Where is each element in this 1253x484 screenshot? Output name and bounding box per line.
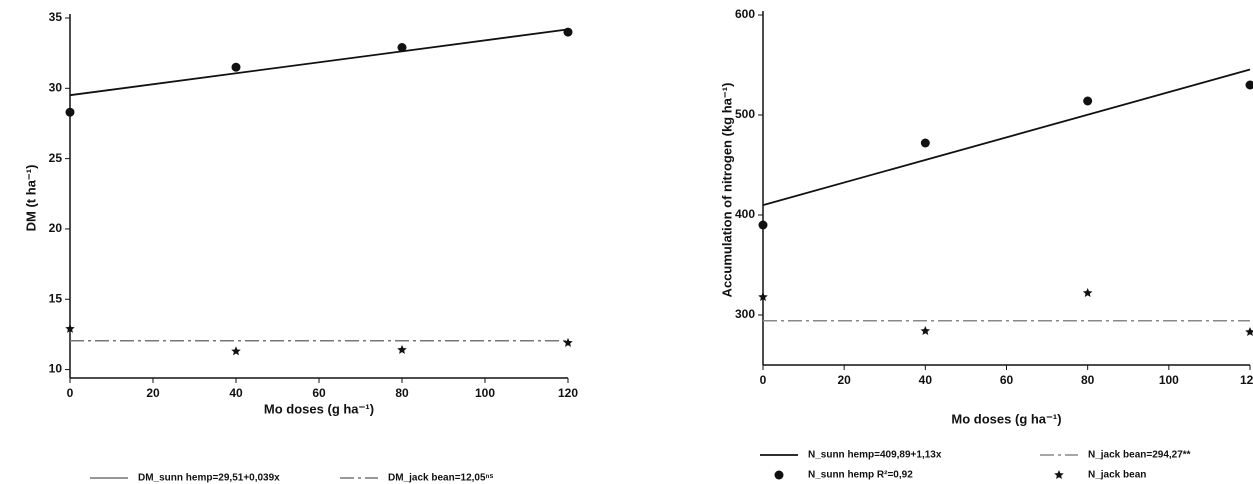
- circle-marker: [758, 220, 768, 230]
- y-axis-title: DM (t ha⁻¹): [23, 165, 38, 232]
- legend-text: N_sunn hemp R²=0,92: [808, 470, 913, 481]
- legend-text: N_sunn hemp=409,89+1,13x: [808, 450, 942, 461]
- y-tick-label: 500: [735, 107, 755, 121]
- y-tick-label: 300: [735, 307, 755, 321]
- x-tick-label: 0: [760, 373, 767, 387]
- fit-line: [762, 68, 1251, 206]
- y-tick-label: 30: [49, 80, 63, 94]
- x-tick-label: 60: [1000, 373, 1014, 387]
- circle-marker: [397, 43, 407, 53]
- star-marker: [1245, 327, 1253, 337]
- x-tick-label: 100: [475, 386, 495, 400]
- y-tick-label: 400: [735, 207, 755, 221]
- y-tick-label: 15: [49, 291, 63, 305]
- circle-marker: [1245, 80, 1253, 90]
- star-marker: [758, 292, 768, 302]
- legend-text: DM_jack bean=12,05ⁿˢ: [388, 473, 494, 484]
- circle-marker: [563, 27, 573, 37]
- fit-line: [69, 28, 569, 97]
- x-tick-label: 100: [1159, 373, 1179, 387]
- y-tick-label: 10: [49, 362, 63, 376]
- star-marker: [1082, 288, 1093, 298]
- circle-marker: [65, 107, 75, 117]
- star-marker: [231, 346, 241, 356]
- x-tick-label: 80: [395, 386, 409, 400]
- x-axis-title: Mo doses (g ha⁻¹): [951, 411, 1061, 426]
- circle-marker: [231, 62, 241, 72]
- x-tick-label: 20: [146, 386, 160, 400]
- x-tick-label: 20: [837, 373, 851, 387]
- y-tick-label: 25: [49, 151, 63, 165]
- x-tick-label: 120: [1240, 373, 1253, 387]
- star-marker: [1054, 470, 1064, 480]
- circle-marker: [920, 138, 930, 148]
- x-tick-label: 120: [558, 386, 578, 400]
- star-marker: [563, 337, 573, 347]
- x-tick-label: 0: [67, 386, 74, 400]
- star-marker: [920, 326, 931, 336]
- legend-text: N_jack bean: [1088, 470, 1146, 481]
- y-tick-label: 600: [735, 7, 755, 21]
- x-axis-title: Mo doses (g ha⁻¹): [264, 401, 374, 416]
- star-marker: [397, 344, 407, 354]
- star-marker: [65, 323, 75, 333]
- y-axis-title: Accumulation of nitrogen (kg ha⁻¹): [719, 83, 734, 298]
- x-tick-label: 60: [312, 386, 326, 400]
- legend-text: DM_sunn hemp=29,51+0,039x: [138, 473, 280, 484]
- x-tick-label: 40: [919, 373, 933, 387]
- circle-marker: [774, 470, 784, 480]
- y-tick-label: 20: [49, 221, 63, 235]
- circle-marker: [1083, 96, 1093, 106]
- x-tick-label: 40: [229, 386, 243, 400]
- x-tick-label: 80: [1081, 373, 1095, 387]
- y-tick-label: 35: [49, 10, 63, 24]
- legend-text: N_jack bean=294,27**: [1088, 450, 1191, 461]
